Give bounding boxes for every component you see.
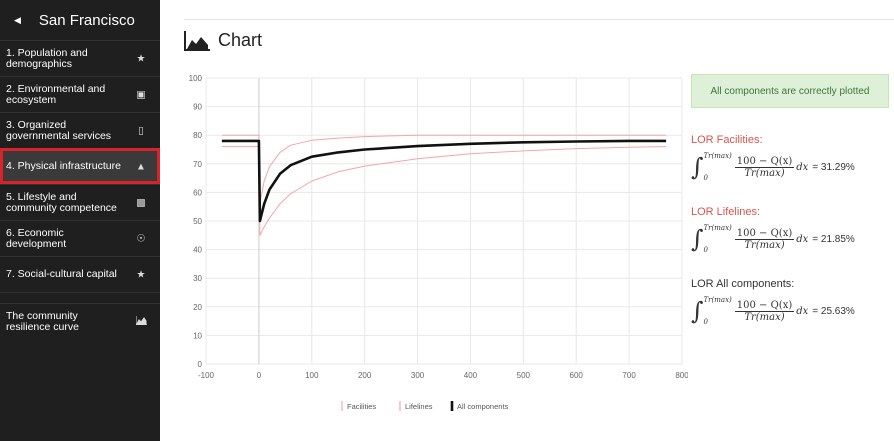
lor-lifelines: LOR Lifelines: ∫ Tr(max) 0 100 − Q(x) Tr(m… [691, 206, 891, 254]
lower-limit: 0 [703, 318, 708, 326]
upper-limit: Tr(max) [703, 152, 732, 160]
sidebar: ◀ San Francisco 1. Population and demogr… [0, 0, 160, 441]
differential: dx [796, 233, 809, 245]
denominator: Tr(max) [744, 167, 785, 179]
numerator: 100 − Q(x) [734, 155, 795, 168]
y-tick-label: 10 [193, 331, 202, 340]
x-axis-labels: -100 0 100 200 300 400 500 600 700 800 [198, 371, 688, 380]
x-tick-label: 300 [411, 371, 425, 380]
sidebar-item-label: 5. Lifestyle and community competence [6, 190, 117, 214]
y-tick-label: 100 [189, 74, 203, 83]
x-tick-label: 500 [517, 371, 531, 380]
x-tick-label: -100 [198, 371, 215, 380]
lor-result: = 31.29% [812, 161, 855, 173]
sidebar-item-population[interactable]: 1. Population and demographics ★ [0, 40, 160, 76]
sidebar-divider [0, 292, 160, 303]
legend-label: All components [457, 402, 509, 411]
sidebar-item-resilience-curve[interactable]: The community resilience curve [0, 303, 160, 339]
legend-label: Facilities [347, 402, 376, 411]
lor-result: = 25.63% [812, 305, 855, 317]
lor-result: = 21.85% [812, 233, 855, 245]
lor-formula: ∫ Tr(max) 0 100 − Q(x) Tr(max) dx = 31.29% [691, 152, 891, 182]
lower-limit: 0 [703, 246, 708, 254]
divider [184, 19, 894, 20]
lor-all-components: LOR All components: ∫ Tr(max) 0 100 − Q(x… [691, 278, 891, 326]
people-icon: ★ [136, 53, 146, 64]
sidebar-item-physical-infrastructure[interactable]: 4. Physical infrastructure ▲ [0, 148, 160, 184]
legend-label: Lifelines [405, 402, 433, 411]
x-tick-label: 0 [257, 371, 262, 380]
lower-limit: 0 [703, 174, 708, 182]
x-tick-label: 800 [675, 371, 688, 380]
series-line-all-components [221, 139, 667, 223]
sidebar-item-environmental[interactable]: 2. Environmental and ecosystem ▣ [0, 76, 160, 112]
x-tick-label: 200 [358, 371, 372, 380]
lor-facilities: LOR Facilities: ∫ Tr(max) 0 100 − Q(x) Tr(… [691, 134, 891, 182]
y-tick-label: 80 [193, 131, 202, 140]
sidebar-item-label: The community resilience curve [6, 309, 79, 333]
sidebar-item-governmental[interactable]: 3. Organized governmental services ▯ [0, 112, 160, 148]
y-tick-label: 30 [193, 274, 202, 283]
building-icon: ▯ [138, 125, 144, 136]
people-icon: ★ [136, 269, 146, 280]
y-tick-label: 0 [198, 360, 203, 369]
chart-series [221, 134, 667, 236]
sidebar-item-lifestyle[interactable]: 5. Lifestyle and community competence ▩ [0, 184, 160, 220]
differential: dx [796, 305, 809, 317]
chart-grid [205, 77, 683, 365]
numerator: 100 − Q(x) [734, 227, 795, 240]
series-line-lifelines [221, 146, 667, 236]
denominator: Tr(max) [744, 311, 785, 323]
sidebar-item-label: 4. Physical infrastructure [6, 160, 121, 172]
lor-heading: LOR Facilities: [691, 134, 763, 146]
sidebar-item-economic[interactable]: 6. Economic development ☉ [0, 220, 160, 256]
resilience-chart: 0 10 20 30 40 50 60 70 80 90 100 -100 0 100 200 300 400… [189, 74, 688, 411]
page-header: Chart [184, 30, 262, 51]
y-tick-label: 70 [193, 160, 202, 169]
y-tick-label: 20 [193, 303, 202, 312]
sidebar-item-label: 3. Organized governmental services [6, 118, 112, 142]
page-title: Chart [218, 30, 263, 50]
integral-sign: ∫ [691, 153, 704, 181]
chart-legend: Facilities Lifelines All components [341, 401, 509, 411]
area-chart-icon [134, 315, 148, 328]
y-tick-label: 40 [193, 246, 202, 255]
y-tick-label: 50 [193, 217, 202, 226]
lor-formula: ∫ Tr(max) 0 100 − Q(x) Tr(max) dx = 25.63% [691, 296, 891, 326]
upper-limit: Tr(max) [703, 296, 732, 304]
sidebar-item-label: 6. Economic development [6, 226, 67, 250]
integral-sign: ∫ [691, 225, 704, 253]
main-panel: Chart 0 10 20 30 40 50 60 70 80 90 100 -100 0 100 200… [160, 0, 894, 441]
lor-heading: LOR Lifelines: [691, 206, 761, 218]
sidebar-item-label: 1. Population and demographics [6, 46, 88, 70]
lor-heading: LOR All components: [691, 278, 795, 290]
area-chart-icon [184, 30, 210, 51]
x-tick-label: 100 [305, 371, 319, 380]
denominator: Tr(max) [744, 239, 785, 251]
city-title: San Francisco [38, 11, 135, 29]
numerator: 100 − Q(x) [734, 299, 795, 312]
x-tick-label: 400 [464, 371, 478, 380]
money-icon: ▩ [136, 197, 146, 208]
x-tick-label: 700 [622, 371, 636, 380]
sidebar-item-label: 7. Social-cultural capital [6, 268, 117, 280]
back-icon[interactable]: ◀ [14, 14, 21, 25]
sidebar-header[interactable]: ◀ San Francisco [0, 0, 160, 40]
upper-limit: Tr(max) [703, 224, 732, 232]
briefcase-icon: ▣ [136, 89, 146, 100]
y-tick-label: 90 [193, 103, 202, 112]
dashboard-icon: ☉ [136, 233, 146, 244]
y-tick-label: 60 [193, 188, 202, 197]
lor-formula: ∫ Tr(max) 0 100 − Q(x) Tr(max) dx = 21.85% [691, 224, 891, 254]
integral-sign: ∫ [691, 297, 704, 325]
status-alert: All components are correctly plotted [691, 74, 889, 108]
bank-icon: ▲ [136, 161, 146, 172]
differential: dx [796, 161, 809, 173]
x-tick-label: 600 [570, 371, 584, 380]
sidebar-item-label: 2. Environmental and ecosystem [6, 82, 106, 106]
series-line-facilities [221, 134, 667, 205]
sidebar-item-social-cultural[interactable]: 7. Social-cultural capital ★ [0, 256, 160, 292]
y-axis-labels: 0 10 20 30 40 50 60 70 80 90 100 [189, 74, 203, 369]
